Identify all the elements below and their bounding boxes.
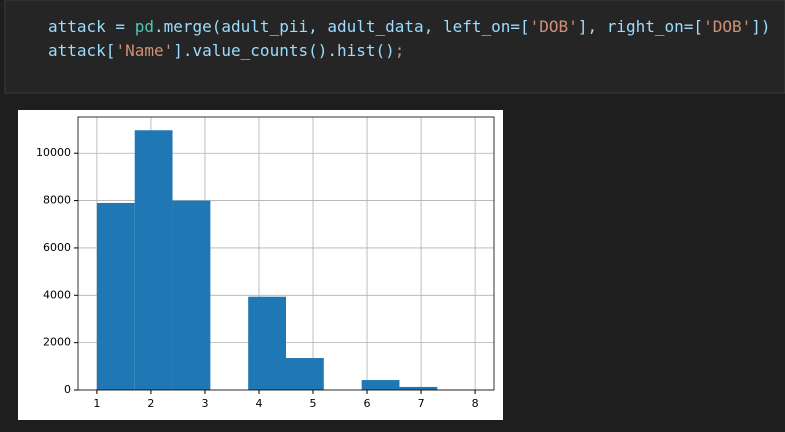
code-token: 'Name': [115, 41, 173, 60]
code-token: ], right_on=[: [578, 17, 703, 36]
bar: [96, 202, 135, 390]
y-tick-label: 4000: [43, 288, 71, 301]
y-tick-label: 8000: [43, 194, 71, 207]
code-cell[interactable]: [4, 0, 785, 94]
x-tick-label: 2: [147, 397, 154, 410]
code-token: attack =: [48, 17, 135, 36]
x-tick-label: 3: [201, 397, 208, 410]
bar: [361, 380, 400, 390]
y-tick-label: 6000: [43, 241, 71, 254]
y-tick-label: 0: [64, 383, 71, 396]
x-tick-label: 1: [93, 397, 100, 410]
bar: [399, 386, 438, 390]
x-tick-label: 5: [310, 397, 317, 410]
code-token: ;: [395, 41, 405, 60]
x-tick-label: 8: [472, 397, 479, 410]
code-token: .merge(adult_pii, adult_data, left_on=[: [154, 17, 530, 36]
histogram: 0 2000 4000 6000 8000 10000 1 2 3 4 5 6 7 8: [36, 116, 495, 410]
code-token: attack[: [48, 41, 115, 60]
code-line: attack = pd.merge(adult_pii, adult_data,…: [48, 17, 771, 36]
bar: [286, 358, 324, 390]
x-tick-label: 6: [364, 397, 371, 410]
code-token: ].value_counts().hist(): [173, 41, 395, 60]
x-tick-label: 7: [418, 397, 425, 410]
code-line: attack['Name'].value_counts().hist();: [48, 41, 404, 60]
code-token: pd: [135, 17, 154, 36]
bar: [248, 296, 286, 390]
bar: [134, 130, 173, 390]
code-token: 'DOB': [530, 17, 578, 36]
code-token: ]): [751, 17, 770, 36]
x-tick-label: 4: [255, 397, 262, 410]
axes-frame: [77, 116, 495, 391]
y-tick-label: 10000: [36, 146, 71, 159]
code-token: 'DOB': [703, 17, 751, 36]
bar: [172, 200, 211, 390]
y-tick-label: 2000: [43, 336, 71, 349]
